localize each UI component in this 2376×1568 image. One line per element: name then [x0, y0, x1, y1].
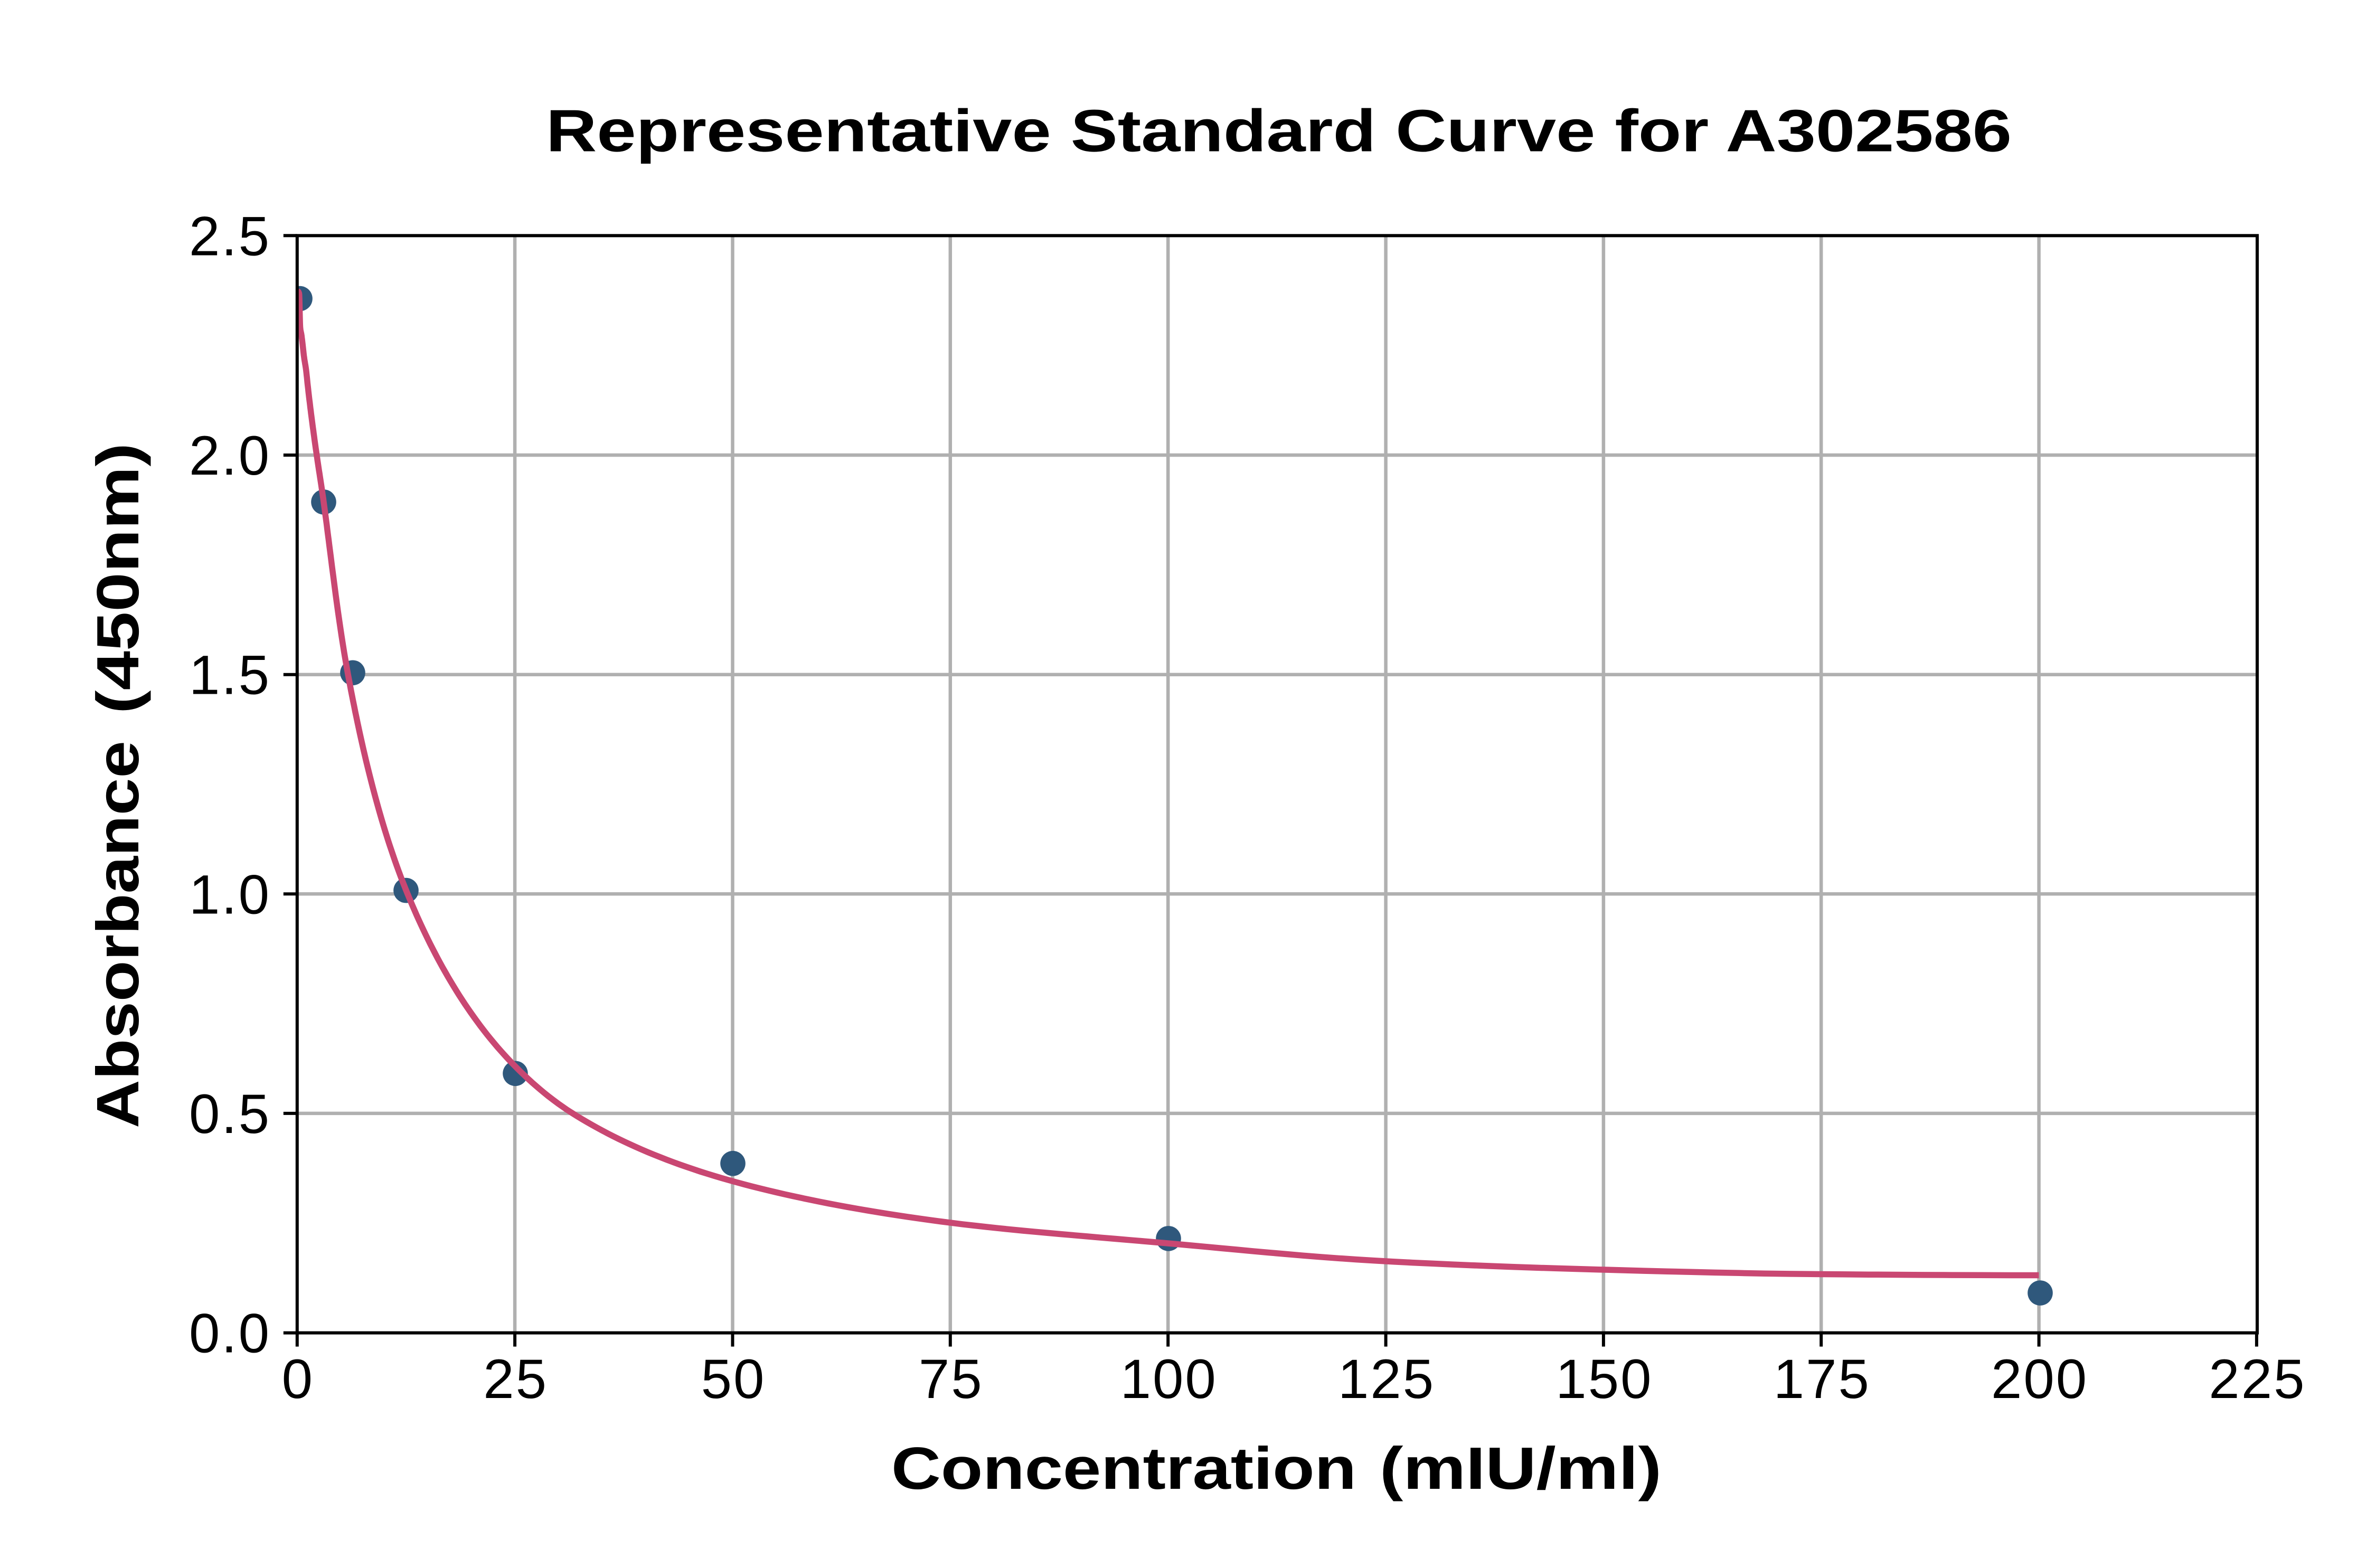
svg-text:50: 50: [701, 1348, 766, 1410]
svg-text:175: 175: [1774, 1348, 1871, 1410]
svg-text:1.0: 1.0: [189, 864, 271, 925]
svg-text:150: 150: [1555, 1348, 1653, 1410]
svg-text:0: 0: [282, 1348, 314, 1410]
svg-text:200: 200: [1991, 1348, 2088, 1410]
svg-text:1.5: 1.5: [189, 645, 271, 706]
svg-text:2.5: 2.5: [189, 205, 271, 267]
svg-text:0.0: 0.0: [189, 1303, 271, 1365]
svg-text:125: 125: [1338, 1348, 1435, 1410]
svg-text:(mIU/ml): (mIU/ml): [1380, 1435, 1662, 1501]
svg-text:Representative Standard Curve: Representative Standard Curve for A30258…: [546, 98, 2012, 164]
svg-text:100: 100: [1120, 1348, 1218, 1410]
svg-text:25: 25: [483, 1348, 548, 1410]
svg-text:Absorbance: Absorbance: [84, 741, 151, 1128]
svg-text:(450nm): (450nm): [84, 443, 151, 714]
svg-text:0.5: 0.5: [189, 1083, 271, 1145]
svg-text:Concentration: Concentration: [891, 1435, 1356, 1501]
svg-text:2.0: 2.0: [189, 425, 271, 487]
svg-text:225: 225: [2209, 1348, 2306, 1410]
svg-text:75: 75: [919, 1348, 984, 1410]
